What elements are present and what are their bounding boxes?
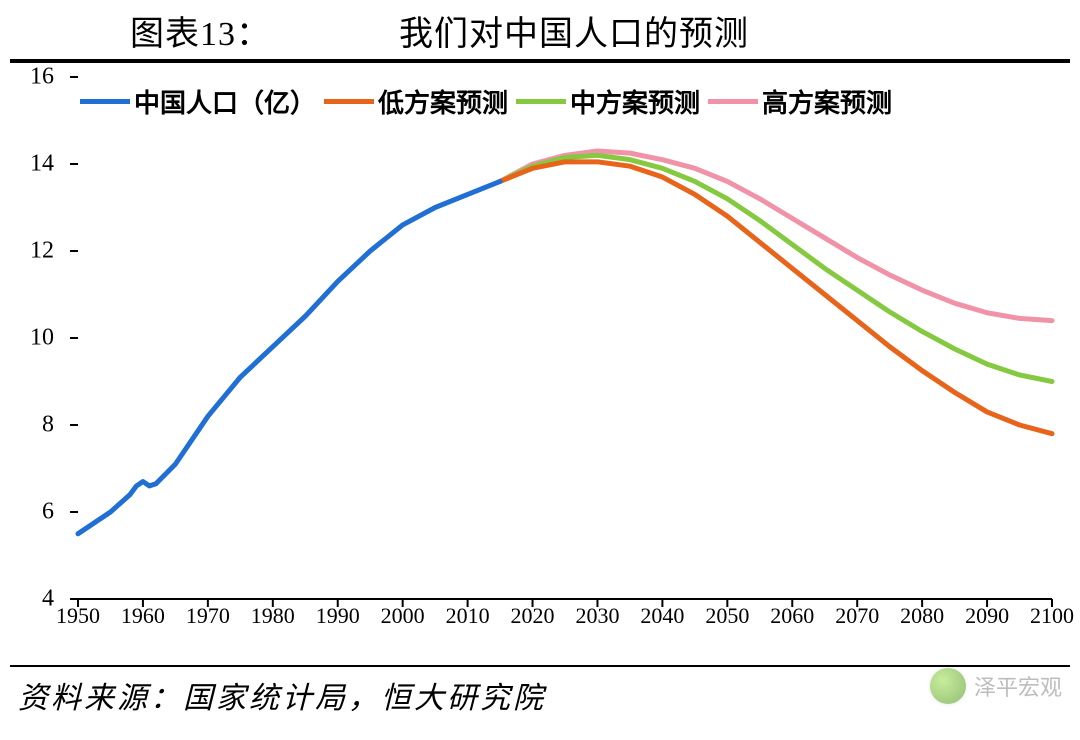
top-rule [10, 59, 1070, 63]
y-tick-label: 10 [10, 325, 54, 352]
y-tick-label: 6 [10, 499, 54, 526]
x-tick-label: 1980 [251, 603, 295, 629]
chart-svg [60, 69, 1060, 629]
x-tick-label: 2090 [965, 603, 1009, 629]
x-tick-label: 1960 [121, 603, 165, 629]
x-tick-label: 2080 [900, 603, 944, 629]
x-tick-label: 2030 [575, 603, 619, 629]
chart-title-prefix: 图表13： [130, 16, 271, 53]
chart-title-row: 图表13： 我们对中国人口的预测 [0, 0, 1080, 59]
source-text: 资料来源：国家统计局，恒大研究院 [0, 667, 1080, 717]
watermark: 泽平宏观 [930, 668, 1062, 704]
wechat-icon [930, 668, 966, 704]
chart-area: 中国人口（亿） 低方案预测 中方案预测 高方案预测 19501960197019… [10, 69, 1070, 665]
x-tick-label: 2040 [640, 603, 684, 629]
x-tick-label: 1950 [56, 603, 100, 629]
x-tick-label: 1970 [186, 603, 230, 629]
x-tick-label: 2020 [511, 603, 555, 629]
x-tick-label: 2050 [705, 603, 749, 629]
x-tick-label: 2100 [1030, 603, 1074, 629]
x-tick-label: 2000 [381, 603, 425, 629]
y-tick-label: 4 [10, 586, 54, 613]
x-tick-label: 2010 [446, 603, 490, 629]
y-tick-label: 16 [10, 64, 54, 91]
x-tick-label: 2060 [770, 603, 814, 629]
watermark-text: 泽平宏观 [974, 670, 1062, 702]
y-tick-label: 14 [10, 151, 54, 178]
chart-title-text: 我们对中国人口的预测 [399, 16, 749, 53]
y-tick-label: 12 [10, 238, 54, 265]
y-tick-label: 8 [10, 412, 54, 439]
x-tick-label: 1990 [316, 603, 360, 629]
x-tick-label: 2070 [835, 603, 879, 629]
